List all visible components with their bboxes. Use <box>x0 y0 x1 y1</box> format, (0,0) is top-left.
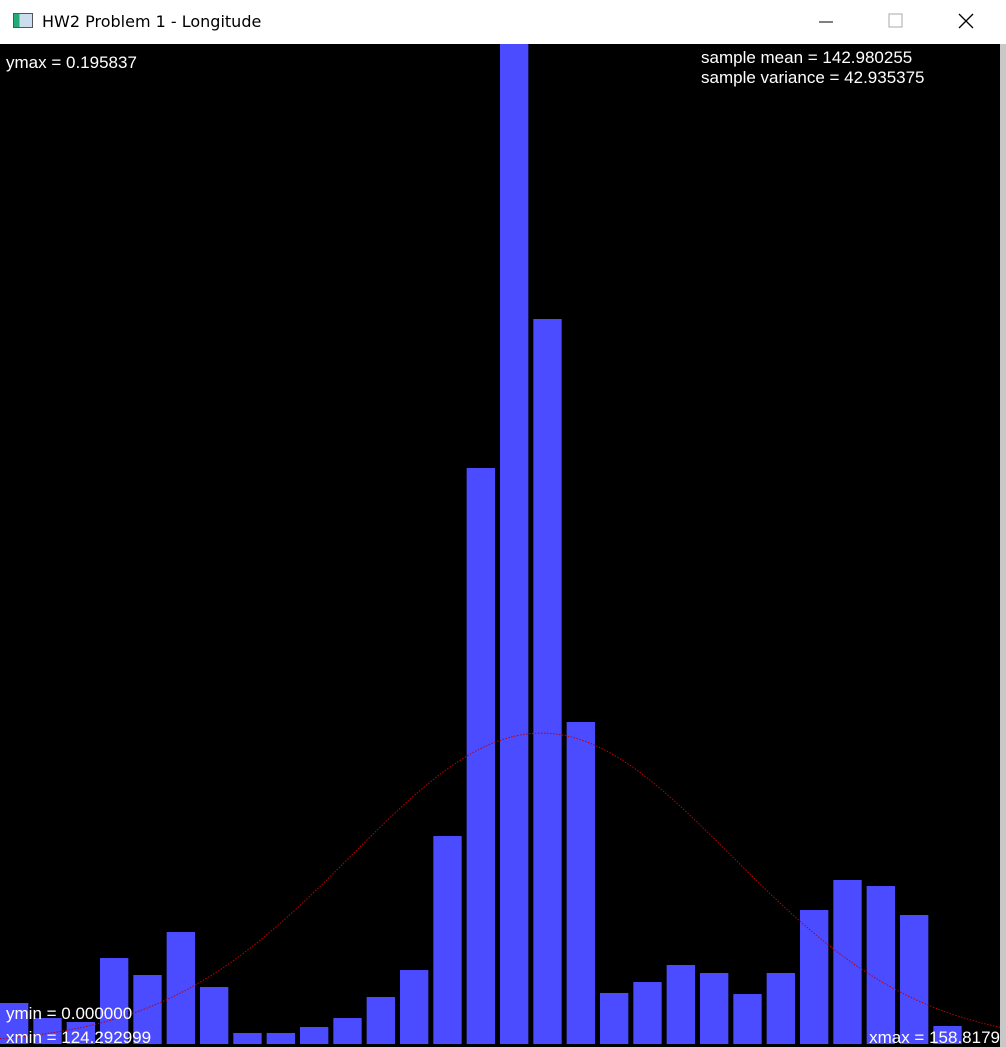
bar <box>33 1018 62 1044</box>
bar <box>599 992 629 1044</box>
bar <box>533 319 562 1045</box>
window-title: HW2 Problem 1 - Longitude <box>42 12 262 31</box>
minimize-button[interactable] <box>810 8 840 36</box>
stat-annotation: sample mean = 142.980255 <box>701 48 912 67</box>
bar <box>333 1018 362 1044</box>
y-tick-label: ymin = 0.000000 <box>6 1004 132 1023</box>
bar <box>633 982 662 1044</box>
bar <box>766 973 795 1044</box>
bar <box>833 879 862 1044</box>
bar <box>799 910 829 1044</box>
x-tick-label: xmax = 158.8179 <box>869 1028 1000 1047</box>
bar <box>866 886 895 1044</box>
bar <box>300 1026 329 1044</box>
bar <box>433 836 462 1044</box>
x-tick-label: xmin = 124.292999 <box>6 1028 151 1047</box>
bar <box>0 1002 29 1044</box>
y-tick-label: ymax = 0.195837 <box>6 53 137 72</box>
title-bar: HW2 Problem 1 - Longitude <box>0 0 1006 44</box>
bar <box>699 973 729 1044</box>
bar <box>933 1025 962 1044</box>
bar <box>266 1033 296 1044</box>
bar <box>133 975 162 1044</box>
bar <box>566 721 595 1044</box>
normal-curve <box>0 732 1000 1040</box>
bar <box>200 987 229 1044</box>
bar <box>466 468 495 1045</box>
bar <box>499 44 529 1044</box>
bar <box>400 970 429 1044</box>
bar <box>366 997 396 1044</box>
bar <box>666 965 695 1044</box>
bar <box>100 958 129 1044</box>
bar <box>233 1033 262 1044</box>
bar <box>733 994 762 1044</box>
chart: ymin = 0.000000 ymax = 0.195837 xmin = 124… <box>0 44 1000 1047</box>
stat-annotation: sample variance = 42.935375 <box>701 68 925 87</box>
close-button[interactable] <box>950 8 980 36</box>
window-border <box>1000 44 1006 1047</box>
bar <box>899 915 929 1044</box>
maximize-button[interactable] <box>880 8 910 36</box>
bar <box>66 1021 96 1044</box>
app-icon <box>13 13 33 28</box>
